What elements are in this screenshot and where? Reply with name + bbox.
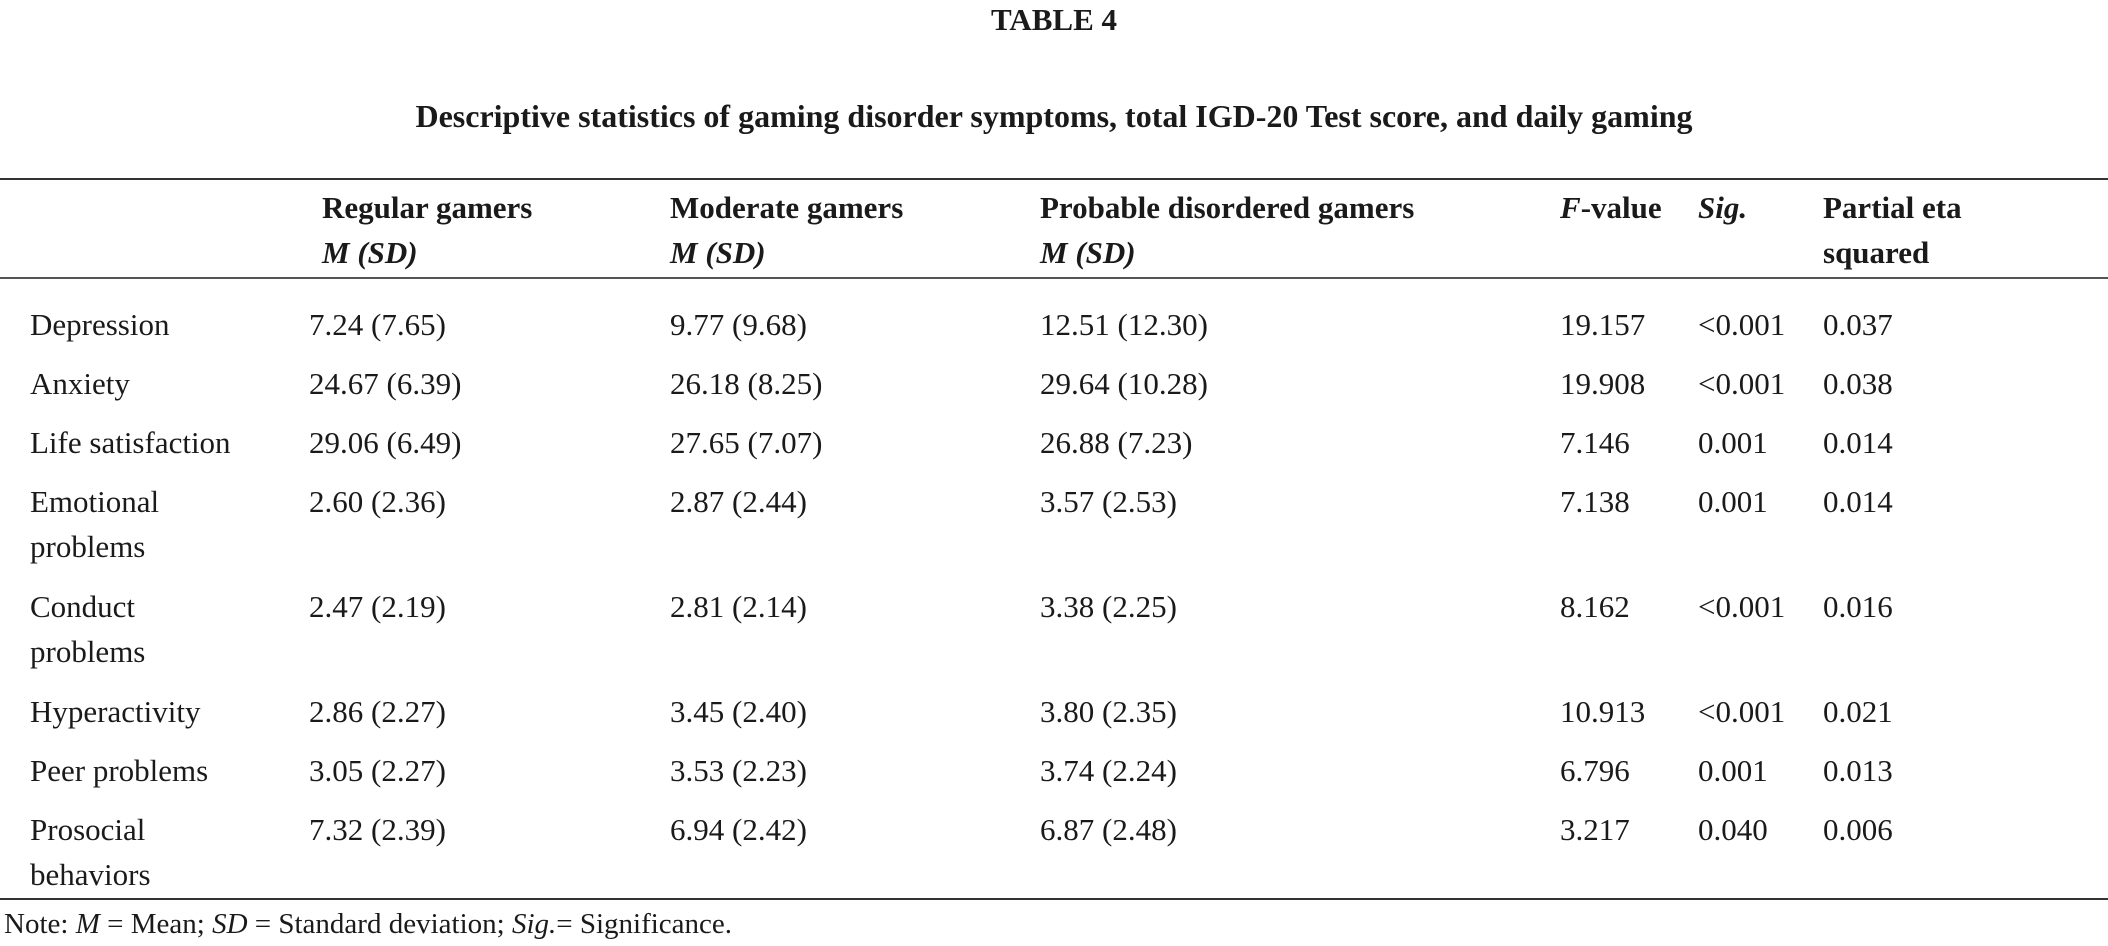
header-regular-gamers: Regular gamers M (SD) bbox=[322, 190, 533, 270]
cell-significance: 0.001 bbox=[1698, 484, 1768, 519]
table-top-rule bbox=[0, 178, 2108, 180]
cell-probable: 3.74 (2.24) bbox=[1040, 753, 1177, 788]
cell-moderate: 2.87 (2.44) bbox=[670, 484, 807, 519]
cell-partial-eta: 0.014 bbox=[1823, 425, 1893, 460]
cell-partial-eta: 0.014 bbox=[1823, 484, 1893, 519]
cell-f-value: 3.217 bbox=[1560, 812, 1630, 847]
cell-probable: 3.80 (2.35) bbox=[1040, 694, 1177, 729]
header-moderate-gamers: Moderate gamers M (SD) bbox=[670, 190, 904, 270]
cell-regular: 7.24 (7.65) bbox=[309, 307, 446, 342]
cell-probable: 3.57 (2.53) bbox=[1040, 484, 1177, 519]
cell-moderate: 6.94 (2.42) bbox=[670, 812, 807, 847]
cell-regular: 3.05 (2.27) bbox=[309, 753, 446, 788]
cell-partial-eta: 0.038 bbox=[1823, 366, 1893, 401]
cell-f-value: 6.796 bbox=[1560, 753, 1630, 788]
cell-significance: 0.040 bbox=[1698, 812, 1768, 847]
cell-partial-eta: 0.006 bbox=[1823, 812, 1893, 847]
table-bottom-rule bbox=[0, 898, 2108, 900]
cell-regular: 2.86 (2.27) bbox=[309, 694, 446, 729]
cell-significance: <0.001 bbox=[1698, 307, 1786, 342]
row-label: Emotional problems bbox=[30, 484, 160, 564]
cell-f-value: 7.138 bbox=[1560, 484, 1630, 519]
cell-probable: 26.88 (7.23) bbox=[1040, 425, 1193, 460]
cell-regular: 24.67 (6.39) bbox=[309, 366, 462, 401]
cell-moderate: 26.18 (8.25) bbox=[670, 366, 823, 401]
header-partial-eta-squared: Partial eta squared bbox=[1823, 190, 1962, 270]
cell-significance: 0.001 bbox=[1698, 425, 1768, 460]
cell-moderate: 3.53 (2.23) bbox=[670, 753, 807, 788]
row-label: Anxiety bbox=[30, 366, 130, 401]
cell-regular: 29.06 (6.49) bbox=[309, 425, 462, 460]
cell-moderate: 3.45 (2.40) bbox=[670, 694, 807, 729]
cell-f-value: 8.162 bbox=[1560, 589, 1630, 624]
cell-probable: 29.64 (10.28) bbox=[1040, 366, 1208, 401]
row-label: Hyperactivity bbox=[30, 694, 201, 729]
cell-regular: 2.47 (2.19) bbox=[309, 589, 446, 624]
cell-f-value: 19.157 bbox=[1560, 307, 1646, 342]
cell-probable: 6.87 (2.48) bbox=[1040, 812, 1177, 847]
cell-f-value: 10.913 bbox=[1560, 694, 1646, 729]
cell-probable: 3.38 (2.25) bbox=[1040, 589, 1177, 624]
cell-partial-eta: 0.037 bbox=[1823, 307, 1893, 342]
cell-partial-eta: 0.021 bbox=[1823, 694, 1893, 729]
table-caption: Descriptive statistics of gaming disorde… bbox=[415, 98, 1693, 134]
cell-significance: <0.001 bbox=[1698, 694, 1786, 729]
cell-partial-eta: 0.013 bbox=[1823, 753, 1893, 788]
cell-f-value: 19.908 bbox=[1560, 366, 1646, 401]
row-label: Conduct problems bbox=[30, 589, 146, 669]
table-label: TABLE 4 bbox=[990, 2, 1118, 37]
cell-probable: 12.51 (12.30) bbox=[1040, 307, 1208, 342]
cell-significance: <0.001 bbox=[1698, 589, 1786, 624]
header-rule bbox=[0, 277, 2108, 279]
row-label: Depression bbox=[30, 307, 170, 342]
cell-regular: 2.60 (2.36) bbox=[309, 484, 446, 519]
table-note: Note: M = Mean; SD = Standard deviation;… bbox=[4, 908, 733, 940]
cell-moderate: 2.81 (2.14) bbox=[670, 589, 807, 624]
cell-f-value: 7.146 bbox=[1560, 425, 1630, 460]
cell-moderate: 9.77 (9.68) bbox=[670, 307, 807, 342]
row-label: Prosocial behaviors bbox=[30, 812, 151, 892]
cell-moderate: 27.65 (7.07) bbox=[670, 425, 823, 460]
cell-regular: 7.32 (2.39) bbox=[309, 812, 446, 847]
row-label: Peer problems bbox=[30, 753, 209, 788]
cell-partial-eta: 0.016 bbox=[1823, 589, 1893, 624]
cell-significance: 0.001 bbox=[1698, 753, 1768, 788]
row-label: Life satisfaction bbox=[30, 425, 231, 460]
header-probable-disordered-gamers: Probable disordered gamers M (SD) bbox=[1040, 190, 1415, 270]
cell-significance: <0.001 bbox=[1698, 366, 1786, 401]
header-f-value: F-value bbox=[1560, 190, 1662, 225]
header-significance: Sig. bbox=[1698, 190, 1748, 225]
